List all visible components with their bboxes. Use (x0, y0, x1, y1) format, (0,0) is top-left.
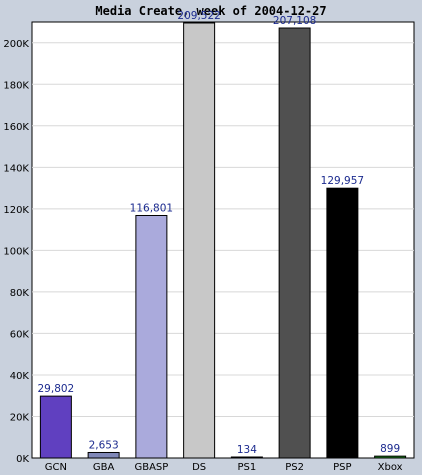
value-label: 129,957 (321, 175, 364, 187)
chart-title: Media Create, week of 2004-12-27 (95, 4, 326, 18)
bar-ps2 (278, 27, 311, 459)
y-tick-label: 60K (10, 329, 30, 340)
value-label: 207,108 (273, 15, 316, 27)
bar-gbasp (135, 214, 168, 459)
bar-gba (87, 451, 120, 459)
y-axis-ticks: 0K 20K 40K 60K 80K 100K 120K 140K 160K 180K 200K (3, 39, 29, 465)
value-label: 29,802 (38, 383, 75, 395)
category-label: PSP (333, 462, 351, 473)
bar-ds (183, 22, 216, 459)
value-label: 116,801 (130, 202, 173, 214)
category-label: PS1 (238, 462, 257, 473)
bar-gcn (39, 395, 72, 459)
category-label: PS2 (285, 462, 304, 473)
bar-psp (326, 187, 359, 459)
y-tick-label: 0K (16, 454, 29, 465)
y-tick-label: 180K (3, 80, 29, 91)
y-tick-label: 40K (10, 371, 30, 382)
category-label: GBA (93, 462, 115, 473)
category-label: GBASP (134, 462, 168, 473)
y-tick-label: 200K (3, 39, 29, 50)
category-labels: GCN GBA GBASP DS PS1 PS2 PSP Xbox (45, 462, 403, 473)
y-tick-label: 100K (3, 246, 29, 257)
bars (39, 22, 407, 459)
y-tick-label: 160K (3, 122, 29, 133)
category-label: GCN (45, 462, 67, 473)
y-tick-label: 140K (3, 163, 29, 174)
y-tick-label: 20K (10, 412, 30, 423)
value-label: 2,653 (89, 439, 119, 451)
value-label: 209,522 (177, 10, 220, 22)
y-tick-label: 120K (3, 205, 29, 216)
category-label: Xbox (378, 462, 403, 473)
value-label: 899 (380, 443, 400, 455)
value-labels: 29,802 2,653 116,801 209,522 134 207,108 129,9… (38, 10, 401, 456)
category-label: DS (192, 462, 206, 473)
value-label: 134 (237, 444, 257, 456)
y-tick-label: 80K (10, 288, 30, 299)
